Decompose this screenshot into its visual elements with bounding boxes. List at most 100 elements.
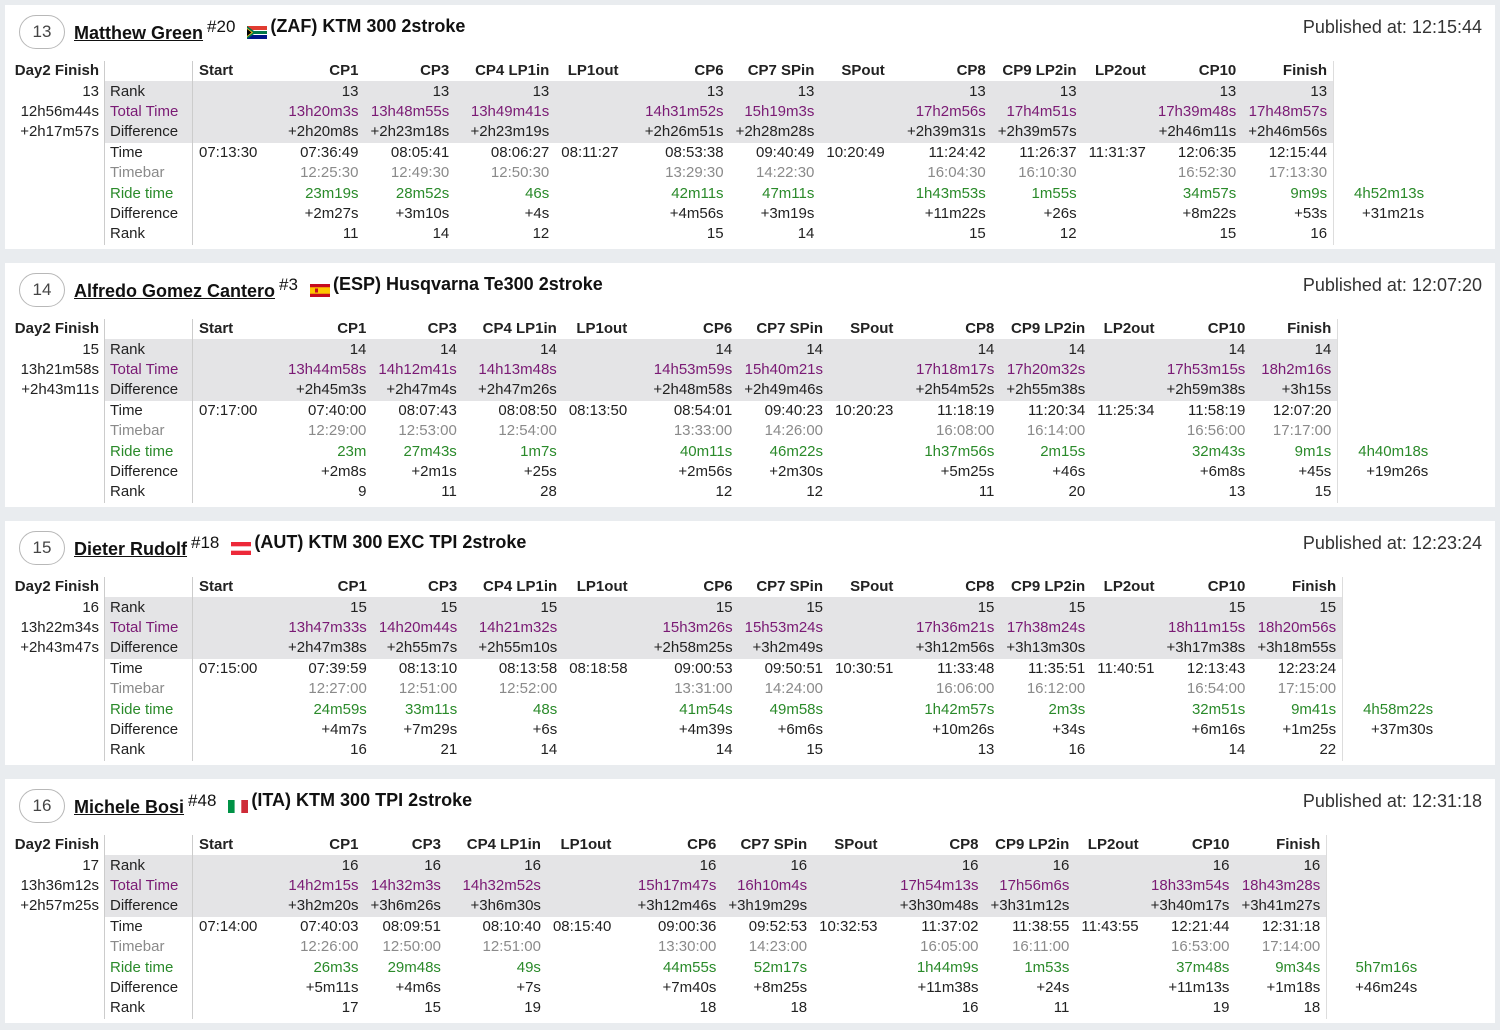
table-cell	[193, 163, 283, 183]
table-cell	[1082, 122, 1152, 143]
table-cell: 14	[282, 339, 373, 360]
day-difference: +2h43m47s	[20, 639, 99, 657]
table-row: Timebar 12:26:00 12:50:00 12:51:00 13:30:00 1…	[5, 936, 1424, 958]
table-cell: 08:10:40	[482, 917, 541, 935]
row-label: Timebar	[104, 678, 193, 700]
table-cell: 29m48s	[387, 958, 441, 976]
table-cell: +6m8s	[1199, 462, 1246, 480]
table-cell	[193, 679, 283, 699]
table-cell: 16:53:00	[1171, 938, 1230, 956]
table-row: 13h22m34s Total Time 13h47m33s 14h20m44s 14h…	[5, 617, 1440, 639]
rider-name-link[interactable]: Alfredo Gomez Cantero	[74, 281, 276, 301]
table-cell: +3h13m30s	[1000, 638, 1092, 659]
table-cell: 12:54:00	[498, 422, 557, 440]
table-cell: +2h47m38s	[282, 638, 373, 659]
table-cell: 15	[969, 225, 986, 243]
column-header: LP2out	[1095, 62, 1146, 80]
table-cell: 14	[738, 339, 830, 360]
table-cell: +2h46m56s	[1242, 122, 1334, 143]
table-cell: +4m39s	[678, 720, 733, 738]
column-header: CP6	[703, 578, 733, 596]
summary-empty	[5, 462, 105, 482]
table-cell: +3h12m56s	[899, 638, 1001, 659]
summary-empty	[5, 998, 105, 1018]
rider-name-link[interactable]: Michele Bosi	[74, 797, 185, 817]
total-ride-time: 4h40m18s	[1337, 441, 1435, 462]
table-cell: +2h55m7s	[372, 638, 464, 659]
table-cell: 47m11s	[762, 184, 815, 202]
column-header: CP6	[694, 62, 724, 80]
table-cell: +7m40s	[662, 978, 717, 996]
table-row: Rank 16 21 14 14 15 13 16 14 22	[5, 740, 1440, 761]
table-cell	[829, 638, 900, 659]
row-label: Time	[104, 658, 193, 679]
table-cell	[829, 359, 900, 381]
table-cell: 28	[540, 483, 557, 501]
table-cell: +2h45m3s	[282, 380, 373, 401]
rider-name-link[interactable]: Dieter Rudolf	[74, 539, 188, 559]
table-cell	[1091, 462, 1160, 482]
table-row: Timebar 12:27:00 12:51:00 12:52:00 13:31:00 1…	[5, 678, 1440, 700]
day-rank: 16	[82, 598, 99, 616]
table-cell: +2h58m25s	[633, 638, 739, 659]
table-cell: +24s	[1036, 978, 1070, 996]
table-cell: 19	[524, 999, 541, 1017]
table-row: Timebar 12:29:00 12:53:00 12:54:00 13:33:00 1…	[5, 420, 1435, 442]
total-empty	[1326, 916, 1424, 937]
table-cell	[563, 462, 633, 482]
column-header: LP2out	[1103, 578, 1155, 596]
table-cell: 15	[899, 597, 1001, 618]
total-column-header	[1342, 577, 1440, 598]
column-header: CP10	[1207, 320, 1246, 338]
table-cell	[1075, 998, 1144, 1018]
row-label: Difference	[104, 380, 193, 401]
column-header: CP6	[703, 320, 733, 338]
row-label-header	[104, 835, 193, 856]
table-cell: +2m27s	[304, 204, 359, 222]
table-cell: 12:23:24	[1277, 659, 1337, 677]
table-cell: +2h28m28s	[729, 122, 821, 143]
rider-card: 13 Matthew Green #20 (ZAF) KTM 300 2stroke P…	[5, 5, 1495, 249]
table-cell: 16:10:30	[1018, 164, 1077, 182]
table-cell: 11:35:51	[1027, 659, 1086, 677]
total-ride-difference: +19m26s	[1337, 461, 1435, 483]
table-cell: +8m25s	[753, 978, 808, 996]
table-cell: +2m56s	[678, 462, 733, 480]
table-cell: 13	[729, 81, 821, 102]
table-cell: 15	[282, 597, 373, 618]
table-cell	[562, 339, 634, 360]
table-cell	[547, 937, 617, 957]
row-label: Time	[104, 916, 193, 937]
total-ride-time: 4h58m22s	[1342, 699, 1440, 720]
column-header: LP2out	[1103, 320, 1155, 338]
bike-info: (ITA) KTM 300 TPI 2stroke	[251, 790, 473, 810]
table-cell: 14h32m52s	[446, 875, 547, 897]
table-cell	[192, 81, 282, 102]
day-difference: +2h17m57s	[20, 123, 99, 141]
rider-name-link[interactable]: Matthew Green	[74, 23, 204, 43]
column-header: CP7 SPin	[756, 578, 824, 596]
table-cell: 16	[446, 855, 547, 876]
table-cell: 16	[1235, 855, 1327, 876]
table-cell: 12:06:35	[1177, 143, 1237, 161]
total-empty	[1333, 122, 1431, 143]
table-cell	[193, 183, 283, 203]
published-time: Published at: 12:15:44	[1302, 17, 1482, 37]
table-cell: 07:36:49	[300, 143, 359, 161]
row-label: Timebar	[104, 162, 193, 184]
table-cell	[563, 441, 633, 461]
table-cell: 12:29:00	[308, 422, 367, 440]
table-row: Time 07:13:30 07:36:49 08:05:41 08:06:27 08:1…	[5, 142, 1431, 163]
table-cell	[1091, 617, 1161, 639]
table-cell: 44m55s	[662, 958, 717, 976]
total-ride-difference: +46m24s	[1326, 977, 1424, 999]
table-cell: 1h42m57s	[924, 700, 995, 718]
table-cell: 07:15:00	[199, 659, 258, 677]
total-empty	[1333, 162, 1431, 184]
table-cell: 16:56:00	[1186, 422, 1246, 440]
summary-empty	[5, 143, 105, 163]
day-label: Day2 Finish	[14, 836, 99, 854]
table-cell	[1083, 183, 1152, 203]
table-cell: 33m11s	[404, 700, 458, 718]
table-cell	[546, 875, 618, 897]
